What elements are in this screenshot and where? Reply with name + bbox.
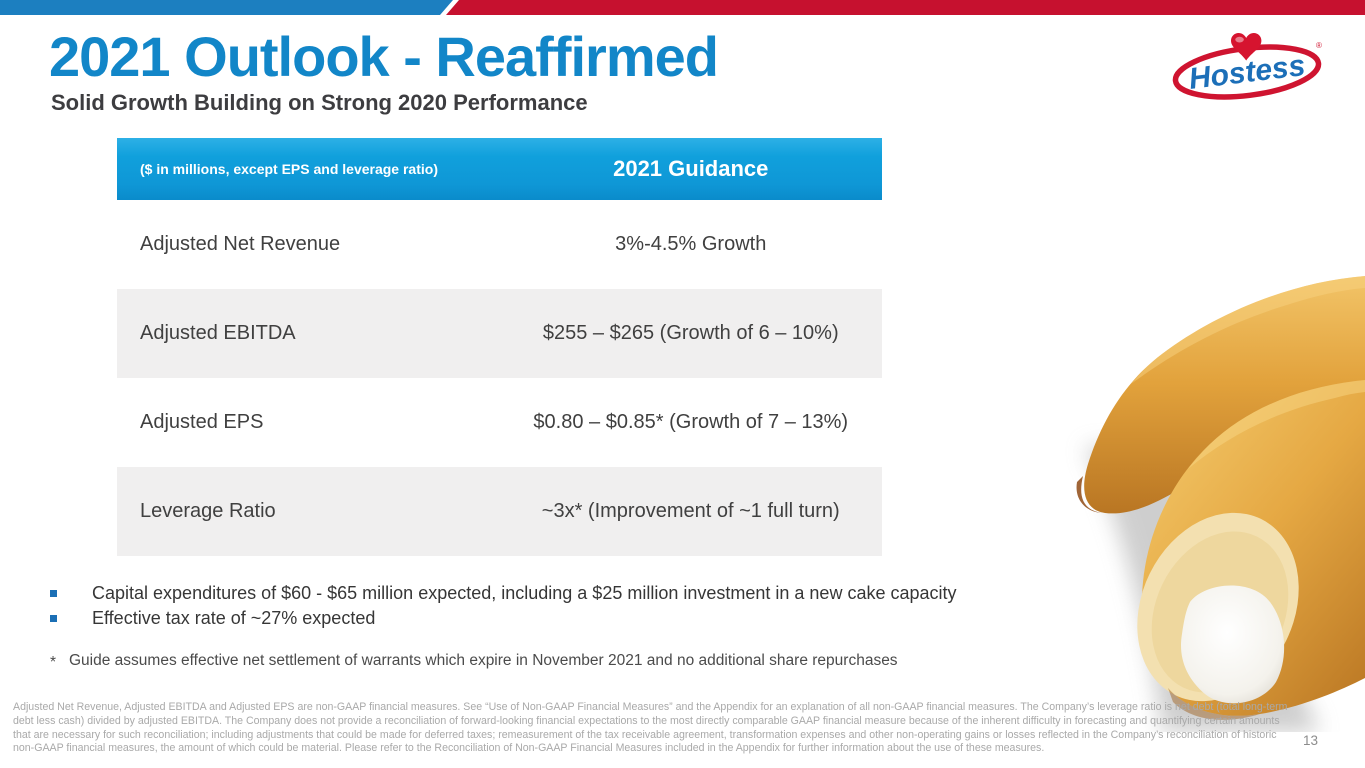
banner-red-segment bbox=[446, 0, 1365, 15]
table-header-row: ($ in millions, except EPS and leverage … bbox=[117, 138, 882, 200]
footnote: * Guide assumes effective net settlement… bbox=[50, 652, 898, 671]
row-value: ~3x* (Improvement of ~1 full turn) bbox=[541, 500, 840, 522]
hostess-logo: Hostess ® bbox=[1172, 33, 1322, 100]
heart-icon bbox=[1231, 33, 1262, 61]
bullet-list: Capital expenditures of $60 - $65 millio… bbox=[50, 581, 1060, 631]
list-item: Effective tax rate of ~27% expected bbox=[50, 606, 1060, 631]
bullet-square-icon bbox=[50, 590, 57, 597]
table-header-guidance: 2021 Guidance bbox=[613, 156, 769, 181]
registered-mark: ® bbox=[1316, 41, 1322, 50]
table-header-units: ($ in millions, except EPS and leverage … bbox=[140, 161, 438, 177]
twinkie-photo bbox=[1076, 276, 1365, 732]
page-title: 2021 Outlook - Reaffirmed bbox=[49, 25, 719, 88]
banner-blue-segment bbox=[0, 0, 453, 15]
list-item: Capital expenditures of $60 - $65 millio… bbox=[50, 581, 1060, 606]
table-row: Adjusted EPS $0.80 – $0.85* (Growth of 7… bbox=[117, 378, 882, 467]
top-banner bbox=[0, 0, 1365, 15]
disclaimer-text: Adjusted Net Revenue, Adjusted EBITDA an… bbox=[13, 701, 1288, 755]
table-row: Leverage Ratio ~3x* (Improvement of ~1 f… bbox=[117, 467, 882, 556]
bullet-text: Capital expenditures of $60 - $65 millio… bbox=[92, 583, 957, 603]
bullet-square-icon bbox=[50, 615, 57, 622]
page-subtitle: Solid Growth Building on Strong 2020 Per… bbox=[51, 90, 588, 115]
footnote-asterisk: * bbox=[50, 654, 57, 671]
row-value: 3%-4.5% Growth bbox=[615, 233, 767, 255]
guidance-table: ($ in millions, except EPS and leverage … bbox=[117, 138, 882, 556]
row-value: $255 – $265 (Growth of 6 – 10%) bbox=[542, 322, 839, 344]
cream-filling bbox=[1180, 585, 1285, 704]
row-label: Leverage Ratio bbox=[140, 500, 276, 522]
page-number: 13 bbox=[1303, 733, 1319, 748]
footnote-text: Guide assumes effective net settlement o… bbox=[69, 652, 898, 669]
table-row: Adjusted EBITDA $255 – $265 (Growth of 6… bbox=[117, 289, 882, 378]
row-label: Adjusted Net Revenue bbox=[140, 233, 341, 255]
row-value: $0.80 – $0.85* (Growth of 7 – 13%) bbox=[533, 411, 849, 433]
row-label: Adjusted EPS bbox=[140, 411, 264, 433]
table-row: Adjusted Net Revenue 3%-4.5% Growth bbox=[117, 200, 882, 289]
twinkie-front bbox=[1137, 380, 1365, 720]
row-label: Adjusted EBITDA bbox=[140, 322, 296, 344]
bullet-text: Effective tax rate of ~27% expected bbox=[92, 608, 376, 628]
